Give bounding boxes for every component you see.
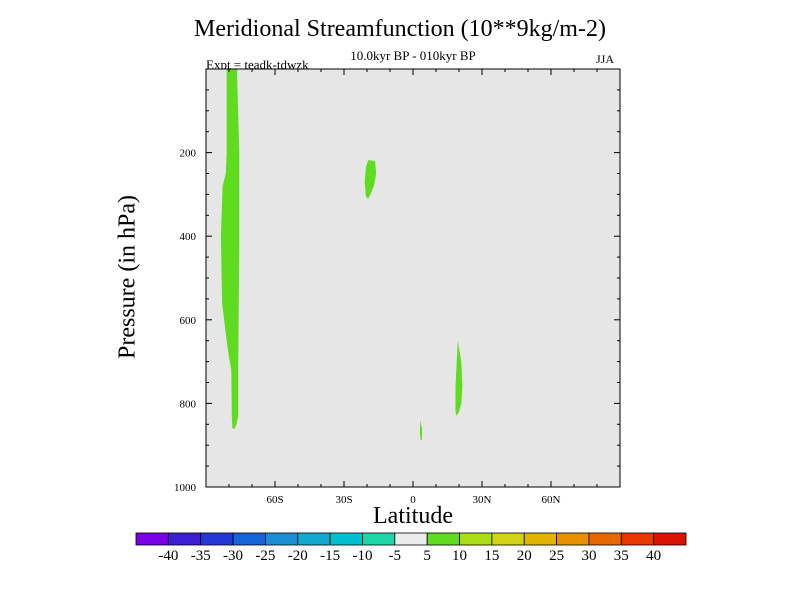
colorbar-swatch xyxy=(459,532,493,546)
y-tick-label: 200 xyxy=(180,148,197,160)
colorbar-swatch xyxy=(265,532,299,546)
colorbar-swatch xyxy=(362,532,396,546)
y-tick-label: 600 xyxy=(180,315,197,327)
season-label: JJA xyxy=(596,52,615,66)
region-equator-speck xyxy=(419,420,422,441)
colorbar-swatch xyxy=(653,532,687,546)
colorbar-label: 35 xyxy=(614,548,629,564)
region-nh-lower xyxy=(455,340,463,416)
y-tick-label: 400 xyxy=(180,231,197,243)
region-upper-subtropics xyxy=(364,160,377,199)
colorbar-label: -10 xyxy=(352,548,372,564)
colorbar-label: 15 xyxy=(484,548,499,564)
colorbar-label: 25 xyxy=(549,548,564,564)
chart-subtitle: 10.0kyr BP - 010kyr BP xyxy=(350,48,476,63)
colorbar-swatch xyxy=(426,532,460,546)
y-tick-label: 800 xyxy=(180,398,197,410)
x-tick-label: 60N xyxy=(542,494,561,506)
x-tick-label: 0 xyxy=(410,494,416,506)
plot-background xyxy=(206,69,620,487)
colorbar: -40 -35 -30 -25 -20 -15 -10 -5 5 10 15 20 25 30 35 40 xyxy=(135,532,687,564)
colorbar-label: 30 xyxy=(581,548,596,564)
x-tick-label: 30N xyxy=(473,494,492,506)
colorbar-label: -40 xyxy=(158,548,178,564)
colorbar-label: 20 xyxy=(517,548,532,564)
colorbar-label: -35 xyxy=(191,548,211,564)
contour-regions xyxy=(220,69,463,441)
region-sh-column xyxy=(220,69,240,429)
y-tick-label: 1000 xyxy=(174,482,197,494)
colorbar-swatch xyxy=(232,532,266,546)
colorbar-swatch xyxy=(167,532,202,546)
colorbar-swatch xyxy=(588,532,622,546)
chart-title: Meridional Streamfunction (10**9kg/m-2) xyxy=(194,16,606,42)
colorbar-swatch xyxy=(200,532,234,546)
x-tick-label: 60S xyxy=(266,494,283,506)
colorbar-label: -30 xyxy=(223,548,243,564)
x-tick-label: 30S xyxy=(335,494,352,506)
colorbar-label: -5 xyxy=(389,548,402,564)
colorbar-swatch xyxy=(329,532,363,546)
colorbar-swatch xyxy=(394,532,428,546)
colorbar-label: 5 xyxy=(423,548,431,564)
colorbar-label: -15 xyxy=(320,548,340,564)
colorbar-swatch xyxy=(491,532,525,546)
x-axis-label: Latitude xyxy=(373,503,453,529)
experiment-label: Expt = teadk-tdwzk xyxy=(206,57,309,72)
colorbar-label: 40 xyxy=(646,548,661,564)
colorbar-label: 10 xyxy=(452,548,467,564)
colorbar-swatch xyxy=(135,532,169,546)
colorbar-label: -25 xyxy=(255,548,275,564)
colorbar-swatch xyxy=(620,532,655,546)
colorbar-label: -20 xyxy=(288,548,308,564)
axis-ticks: 200 400 600 800 1000 60S 30S 0 30N 60N xyxy=(174,69,620,506)
colorbar-swatch xyxy=(297,532,331,546)
colorbar-swatch xyxy=(523,532,557,546)
colorbar-swatch xyxy=(556,532,590,546)
